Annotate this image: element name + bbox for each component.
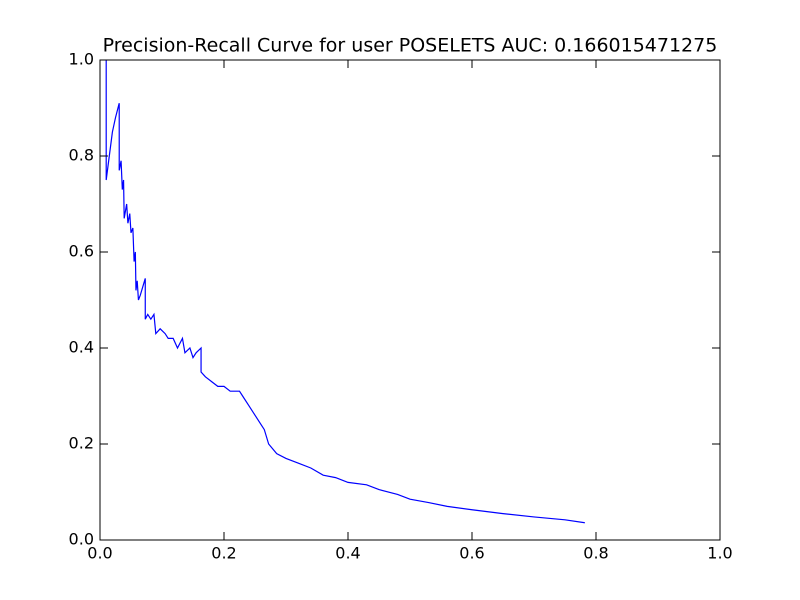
- y-tick-label: 0.0: [69, 530, 94, 549]
- y-tick-label: 0.4: [69, 338, 94, 357]
- y-tick-label: 0.6: [69, 242, 94, 261]
- chart-title: Precision-Recall Curve for user POSELETS…: [103, 35, 718, 57]
- x-tick-label: 0.0: [87, 544, 112, 563]
- x-tick-label: 1.0: [707, 544, 732, 563]
- x-tick-label: 0.2: [211, 544, 236, 563]
- plot-frame: [99, 59, 721, 541]
- y-tick-label: 0.8: [69, 146, 94, 165]
- x-tick-label: 0.6: [459, 544, 484, 563]
- x-tick-label: 0.8: [583, 544, 608, 563]
- y-tick-label: 0.2: [69, 434, 94, 453]
- y-tick-label: 1.0: [69, 50, 94, 69]
- x-tick-label: 0.4: [335, 544, 360, 563]
- line: [105, 60, 585, 524]
